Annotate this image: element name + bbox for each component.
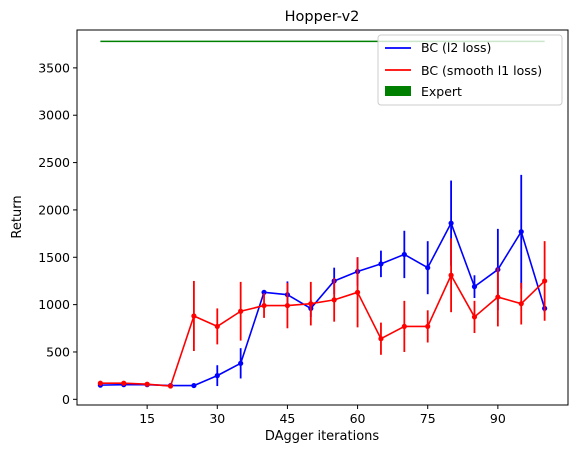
legend-label-expert: Expert xyxy=(421,84,462,99)
data-point-l2 xyxy=(401,251,407,258)
legend-swatch-expert xyxy=(385,86,411,96)
data-point-smooth-l1 xyxy=(121,380,127,386)
data-point-smooth-l1 xyxy=(308,301,314,307)
data-point-l2 xyxy=(378,261,384,267)
y-axis-label: Return xyxy=(10,195,25,238)
data-point-smooth-l1 xyxy=(144,381,150,387)
x-axis-label: DAgger iterations xyxy=(265,429,380,444)
y-tick-label: 0 xyxy=(62,392,70,407)
legend-label-smooth-l1: BC (smooth l1 loss) xyxy=(421,63,542,78)
data-point-smooth-l1 xyxy=(542,278,548,284)
legend: BC (l2 loss) BC (smooth l1 loss) Expert xyxy=(377,34,563,106)
series-line-smooth-l1 xyxy=(100,274,546,387)
data-point-smooth-l1 xyxy=(238,308,244,314)
data-point-smooth-l1 xyxy=(425,323,431,330)
data-point-l2 xyxy=(214,373,220,379)
plot-frame xyxy=(76,29,569,406)
y-tick-label: 1000 xyxy=(38,297,70,312)
data-point-smooth-l1 xyxy=(401,323,407,330)
data-point-smooth-l1 xyxy=(331,297,337,303)
x-tick-label: 15 xyxy=(139,411,155,426)
x-tick-label: 75 xyxy=(420,411,436,426)
data-point-smooth-l1 xyxy=(518,301,524,307)
data-point-smooth-l1 xyxy=(214,323,220,330)
x-tick-label: 45 xyxy=(279,411,295,426)
chart-title: Hopper-v2 xyxy=(285,9,360,25)
series-line-l2 xyxy=(100,222,546,387)
data-point-smooth-l1 xyxy=(97,380,103,386)
data-point-l2 xyxy=(518,229,524,235)
data-point-smooth-l1 xyxy=(284,302,291,309)
data-point-smooth-l1 xyxy=(167,383,174,389)
legend-box xyxy=(377,34,563,106)
y-tick-label: 3000 xyxy=(38,108,70,123)
y-tick-label: 3500 xyxy=(38,60,70,75)
data-point-smooth-l1 xyxy=(191,313,197,319)
data-point-smooth-l1 xyxy=(378,336,384,342)
data-point-l2 xyxy=(238,360,244,366)
data-point-l2 xyxy=(191,382,197,389)
data-point-smooth-l1 xyxy=(471,314,478,320)
data-point-smooth-l1 xyxy=(354,289,361,295)
data-point-smooth-l1 xyxy=(261,302,267,309)
y-tick-label: 2000 xyxy=(38,202,70,217)
data-point-l2 xyxy=(425,265,431,271)
data-point-smooth-l1 xyxy=(448,272,454,278)
x-tick-label: 30 xyxy=(209,411,225,426)
x-tick-label: 90 xyxy=(490,411,506,426)
data-point-l2 xyxy=(448,220,454,226)
y-tick-label: 2500 xyxy=(38,155,70,170)
legend-label-l2: BC (l2 loss) xyxy=(421,40,491,55)
y-tick-label: 500 xyxy=(46,344,70,359)
data-point-l2 xyxy=(471,284,478,290)
data-point-l2 xyxy=(261,289,267,295)
x-tick-label: 60 xyxy=(350,411,366,426)
y-tick-label: 1500 xyxy=(38,250,70,265)
series-smooth-l1 xyxy=(97,238,548,389)
data-point-smooth-l1 xyxy=(495,294,501,300)
